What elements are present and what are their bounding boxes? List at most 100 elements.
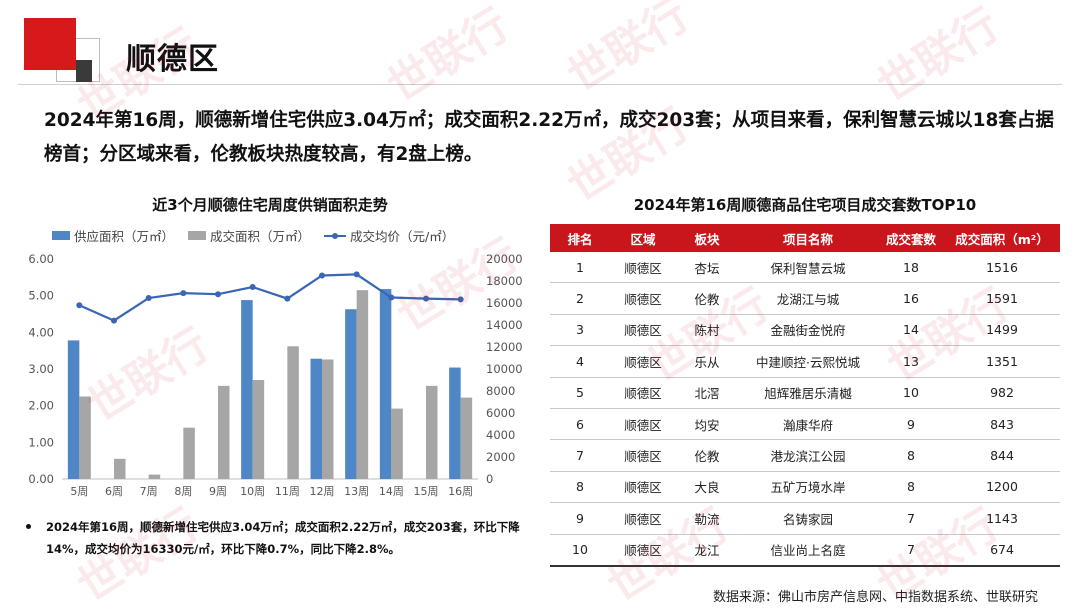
logo-dark-block [76,60,92,82]
table-cell: 顺德区 [610,534,676,567]
y-right-tick-label: 12000 [486,340,523,354]
data-source: 数据来源：佛山市房产信息网、中指数据系统、世联研究 [712,590,1038,605]
table-cell: 16 [878,282,944,315]
table-cell: 顺德区 [610,252,676,284]
table-row: 2 顺德区 伦教 龙湖江与城 16 1591 [550,282,1060,315]
bar-deal [322,359,334,479]
y-right-tick-label: 20000 [486,252,523,266]
table-cell: 8 [878,439,944,472]
table-cell: 港龙滨江公园 [738,439,878,472]
table-row: 8 顺德区 大良 五矿万境水岸 8 1200 [550,471,1060,504]
summary-text: 2024年第16周，顺德新增住宅供应3.04万㎡；成交面积2.22万㎡，成交20… [44,110,1054,165]
y-right-tick-label: 2000 [486,450,515,464]
table-header-0: 排名 [550,224,610,252]
bar-deal [391,408,403,479]
logo-red-square [24,18,76,70]
table-cell: 中建顺控·云熙悦城 [738,345,878,378]
x-tick-label: 6周 [105,485,123,498]
x-tick-label: 13周 [344,485,369,498]
y-right-tick-label: 0 [486,472,493,486]
y-right-tick-label: 14000 [486,318,523,332]
table-cell: 信业尚上名庭 [738,534,878,567]
table-body: 1 顺德区 杏坛 保利智慧云城 18 1516 2 顺德区 伦教 龙湖江与城 16 1591 3 顺德区陈… [550,252,1060,567]
table-header-2: 板块 [676,224,738,252]
table-cell: 982 [944,377,1060,409]
table-cell: 五矿万境水岸 [738,471,878,504]
table-cell: 顺德区 [610,408,676,441]
y-left-tick-label: 4.00 [28,325,54,339]
y-left-tick-label: 1.00 [28,435,54,449]
table-cell: 7 [878,534,944,567]
y-right-tick-label: 10000 [486,362,523,376]
price-point [457,296,464,303]
table-cell: 保利智慧云城 [738,252,878,284]
table-cell: 龙湖江与城 [738,282,878,315]
bar-deal [148,474,161,479]
table-cell: 6 [550,408,610,441]
price-point [249,284,256,291]
table-cell: 1200 [944,471,1060,504]
combo-chart: 0.00 1.00 2.00 3.00 4.00 5.00 6.00 0 2000 4000 600… [28,252,523,498]
price-point [76,302,83,309]
table-cell: 2 [550,282,610,315]
price-point [423,295,429,302]
price-point [215,291,221,298]
table-cell: 843 [944,408,1060,441]
price-line [78,273,461,322]
table-cell: 旭辉雅居乐清樾 [738,377,878,409]
table-cell: 1516 [944,252,1060,284]
table-cell: 顺德区 [610,439,676,472]
legend-swatch-price [324,231,347,240]
table-cell: 名铸家园 [738,502,878,535]
table-cell: 1351 [944,345,1060,378]
table-row: 9 顺德区 勒流 名铸家园 7 1143 [550,502,1060,535]
bar-deal [426,385,438,479]
table-cell: 顺德区 [610,502,676,535]
bar-deal [356,290,369,479]
bar-deal [252,380,265,479]
x-tick-label: 11周 [275,485,300,498]
table-cell: 7 [878,502,944,535]
legend-label-price: 成交均价（元/㎡） [350,229,455,244]
y-right-tick-label: 8000 [486,384,515,398]
table-cell: 金融街金悦府 [738,314,878,347]
bar-supply [345,309,357,479]
price-point [388,294,395,301]
y-right-tick-label: 16000 [486,296,523,310]
table-cell: 伦教 [676,282,738,315]
x-tick-label: 9周 [209,485,227,498]
x-tick-label: 5周 [70,485,88,498]
table-header-5: 成交面积（m²） [944,224,1060,252]
table-cell: 勒流 [676,502,738,535]
table-row: 10 顺德区 龙江 信业尚上名庭 7 674 [550,534,1060,567]
table-row: 7 顺德区 伦教 港龙滨江公园 8 844 [550,439,1060,472]
x-tick-label: 7周 [140,485,158,498]
ranking-table: 排名 区域 板块 项目名称 成交套数 成交面积（m²） 1 顺德区 杏坛 保利智慧云城 18 151… [550,224,1060,567]
table-cell: 顺德区 [610,314,676,347]
table-cell: 瀚康华府 [738,408,878,441]
table-cell: 顺德区 [610,282,676,315]
table-cell: 陈村 [676,314,738,347]
table-cell: 北滘 [676,377,738,409]
price-point [284,295,291,302]
y-right-tick-label: 6000 [486,406,515,420]
table-cell: 顺德区 [610,345,676,378]
page-title: 顺德区 [126,42,219,77]
legend-label-deal: 成交面积（万㎡） [210,229,311,244]
table-cell: 伦教 [676,439,738,472]
table-header-row: 排名 区域 板块 项目名称 成交套数 成交面积（m²） [550,224,1060,252]
table-row: 6 顺德区 均安 瀚康华府 9 843 [550,408,1060,441]
legend-swatch-deal [188,231,207,240]
table-row: 3 顺德区 陈村 金融街金悦府 14 1499 [550,314,1060,347]
table-cell: 杏坛 [676,252,738,284]
bullet-icon [26,524,31,529]
y-left-tick-label: 5.00 [28,289,54,303]
table-cell: 18 [878,252,944,284]
chart-title: 近3个月顺德住宅周度供销面积走势 [152,196,388,214]
chart-note: 2024年第16周，顺德新增住宅供应3.04万㎡；成交面积2.22万㎡，成交20… [26,516,536,560]
bar-supply [379,289,392,479]
table-cell: 7 [550,439,610,472]
table-cell: 龙江 [676,534,738,567]
x-tick-label: 15周 [414,485,439,498]
watermark-text: 世联行 [378,0,518,113]
